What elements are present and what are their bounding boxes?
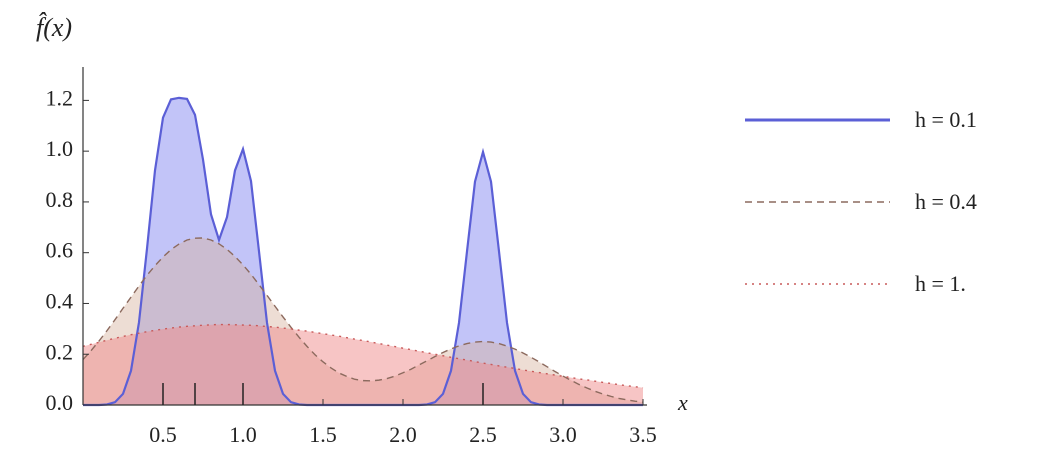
chart-title: f̂(x): [36, 13, 72, 42]
y-tick-label: 1.0: [46, 136, 74, 161]
x-tick-label: 1.5: [309, 422, 337, 447]
density-line: [82, 237, 644, 403]
y-tick-label: 0.6: [46, 238, 74, 263]
x-tick-label: 0.5: [149, 422, 177, 447]
density-area: [83, 324, 643, 405]
y-tick-label: 0.4: [46, 289, 74, 314]
x-axis-label: x: [677, 390, 688, 415]
x-tick-label: 2.5: [469, 422, 497, 447]
y-tick-label: 1.2: [46, 85, 74, 110]
x-tick-label: 3.0: [549, 422, 577, 447]
y-tick-label: 0.2: [46, 339, 74, 364]
x-tick-label: 1.0: [229, 422, 257, 447]
y-tick-label: 0.0: [46, 390, 74, 415]
legend-label: h = 0.4: [915, 189, 977, 214]
x-tick-label: 3.5: [629, 422, 657, 447]
x-tick-label: 2.0: [389, 422, 417, 447]
legend-label: h = 0.1: [915, 107, 977, 132]
legend-label: h = 1.: [915, 271, 966, 296]
y-tick-label: 0.8: [46, 187, 74, 212]
